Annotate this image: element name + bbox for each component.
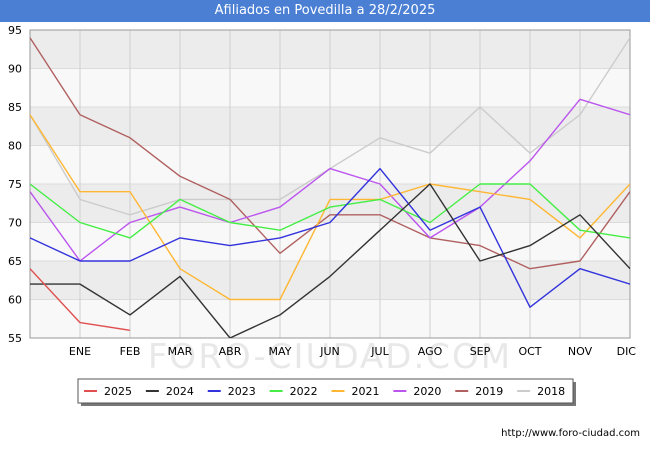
legend-label-2024: 2024	[166, 385, 194, 398]
x-tick-label: DIC	[617, 345, 637, 358]
legend-label-2019: 2019	[475, 385, 503, 398]
y-tick-label: 90	[8, 63, 22, 76]
legend-label-2021: 2021	[352, 385, 380, 398]
x-tick-label: ABR	[219, 345, 242, 358]
x-tick-label: MAY	[269, 345, 292, 358]
legend-label-2025: 2025	[104, 385, 132, 398]
x-tick-label: MAR	[168, 345, 193, 358]
y-tick-label: 70	[8, 217, 22, 230]
x-tick-label: OCT	[518, 345, 541, 358]
legend-label-2018: 2018	[537, 385, 565, 398]
series-line-2022	[30, 183, 630, 239]
series-line-2023	[30, 167, 630, 308]
series-line-2021	[30, 114, 630, 301]
series-line-2024	[30, 183, 630, 338]
series-line-2020	[30, 98, 630, 262]
x-tick-label: NOV	[568, 345, 593, 358]
legend-box	[77, 378, 574, 404]
y-tick-label: 75	[8, 178, 22, 191]
x-tick-label: JUN	[319, 345, 340, 358]
legend-label-2020: 2020	[413, 385, 441, 398]
legend-label-2022: 2022	[290, 385, 318, 398]
y-tick-label: 55	[8, 332, 22, 345]
watermark: FORO-CIUDAD.COM	[148, 337, 512, 377]
footer-url: http://www.foro-ciudad.com	[501, 428, 640, 439]
x-tick-label: FEB	[120, 345, 141, 358]
y-tick-label: 80	[8, 140, 22, 153]
x-tick-label: AGO	[418, 345, 443, 358]
y-tick-label: 85	[8, 101, 22, 114]
y-tick-label: 60	[8, 294, 22, 307]
y-tick-label: 95	[8, 24, 22, 37]
x-tick-label: SEP	[470, 345, 491, 358]
x-tick-label: ENE	[69, 345, 91, 358]
legend-label-2023: 2023	[228, 385, 256, 398]
title-bar	[0, 0, 650, 22]
chart-title: Afiliados en Povedilla a 28/2/2025	[214, 3, 436, 18]
x-tick-label: JUL	[370, 345, 389, 358]
series-line-2025	[30, 268, 131, 331]
y-tick-label: 65	[8, 255, 22, 268]
series-line-2019	[30, 37, 630, 270]
